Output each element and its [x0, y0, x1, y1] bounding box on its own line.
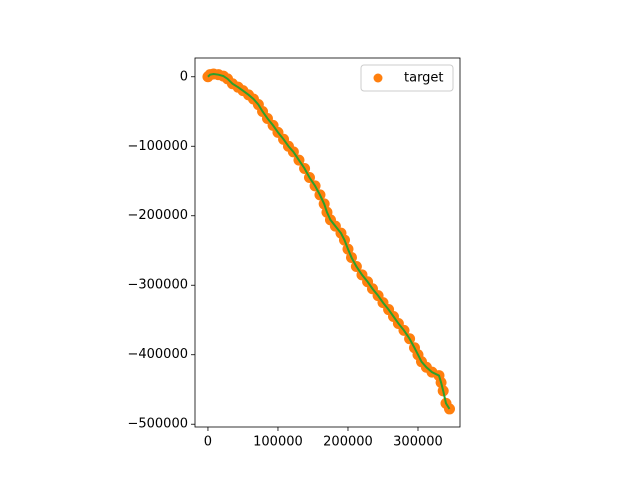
x-tick-label: 200000 [323, 435, 373, 450]
y-tick-label: −400000 [127, 347, 188, 362]
x-tick-label: 100000 [253, 435, 303, 450]
legend-label: target [404, 71, 444, 86]
y-tick-label: −200000 [127, 208, 188, 223]
x-tick-label: 300000 [393, 435, 443, 450]
legend: target [360, 64, 454, 92]
y-tick-label: −500000 [127, 417, 188, 432]
legend-marker [373, 73, 383, 83]
y-tick-label: 0 [180, 69, 188, 84]
x-tick-label: 0 [204, 435, 212, 450]
legend-box [360, 64, 454, 92]
line [207, 72, 451, 410]
axes-frame [194, 57, 461, 428]
y-tick-label: −300000 [127, 278, 188, 293]
y-tick-label: −100000 [127, 139, 188, 154]
